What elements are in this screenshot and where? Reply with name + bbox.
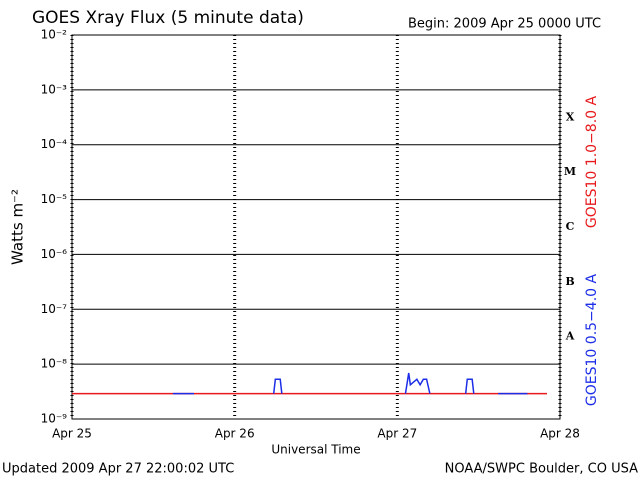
- x-tick-label: Apr 27: [377, 427, 417, 441]
- legend-entry: GOES10 0.5−4.0 A: [584, 274, 600, 407]
- series-line: [464, 378, 475, 394]
- footer-left: Updated 2009 Apr 27 22:00:02 UTC: [2, 462, 234, 477]
- y-tick-label: 10⁻³: [41, 82, 68, 96]
- chart-subtitle: Begin: 2009 Apr 25 0000 UTC: [408, 17, 601, 32]
- y-tick-label: 10⁻⁹: [41, 412, 68, 426]
- chart-title: GOES Xray Flux (5 minute data): [32, 8, 304, 28]
- y-tick-label: 10⁻⁷: [41, 302, 68, 316]
- y-tick-label: 10⁻⁵: [41, 192, 68, 206]
- series-line: [404, 372, 431, 394]
- x-tick-label: Apr 26: [215, 427, 255, 441]
- footer-right: NOAA/SWPC Boulder, CO USA: [445, 462, 638, 477]
- flare-class-label: A: [565, 330, 575, 343]
- legend-entry: GOES10 1.0−8.0 A: [584, 96, 600, 229]
- x-tick-label: Apr 28: [540, 427, 580, 441]
- plot-frame: [71, 34, 561, 420]
- x-axis-label: Universal Time: [271, 443, 360, 457]
- flare-class-label: M: [564, 165, 576, 178]
- flare-class-label: X: [566, 110, 575, 123]
- y-axis-label: Watts m⁻²: [9, 189, 27, 265]
- y-tick-label: 10⁻⁴: [41, 137, 68, 151]
- y-tick-label: 10⁻⁶: [41, 247, 68, 261]
- y-tick-label: 10⁻²: [41, 28, 68, 42]
- x-tick-label: Apr 25: [52, 427, 92, 441]
- y-tick-label: 10⁻⁸: [41, 357, 68, 371]
- flare-class-label: C: [566, 220, 575, 233]
- flare-class-label: B: [565, 275, 574, 288]
- series-line: [272, 378, 283, 394]
